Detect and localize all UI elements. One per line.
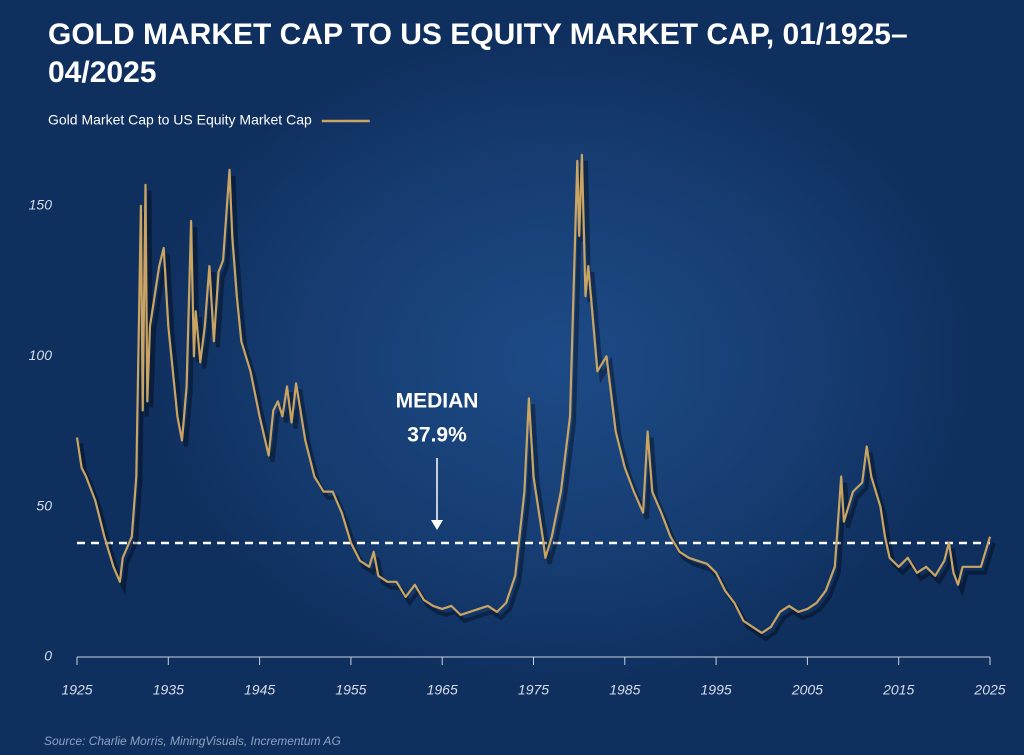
x-tick-label: 1925 bbox=[61, 682, 92, 698]
x-tick-label: 1935 bbox=[153, 682, 184, 698]
x-tick-label: 1955 bbox=[335, 682, 366, 698]
y-tick-label: 150 bbox=[29, 197, 53, 213]
y-tick-label: 50 bbox=[36, 497, 52, 513]
x-tick-label: 1945 bbox=[244, 682, 275, 698]
x-tick-label: 1995 bbox=[701, 682, 732, 698]
x-tick-label: 1975 bbox=[518, 682, 549, 698]
line-shadow bbox=[79, 160, 996, 642]
source: Source: Charlie Morris, MiningVisuals, I… bbox=[44, 734, 341, 748]
x-tick-label: 2015 bbox=[882, 682, 914, 698]
x-tick-label: 1965 bbox=[427, 682, 458, 698]
legend-label: Gold Market Cap to US Equity Market Cap bbox=[48, 112, 312, 128]
x-tick-label: 2025 bbox=[973, 682, 1005, 698]
data-line bbox=[75, 153, 992, 634]
y-tick-label: 100 bbox=[29, 347, 53, 363]
x-tick-label: 1985 bbox=[609, 682, 640, 698]
median-label: 37.9% bbox=[407, 424, 467, 447]
y-tick-label: 0 bbox=[44, 648, 52, 664]
chart-title: GOLD MARKET CAP TO US EQUITY MARKET CAP,… bbox=[48, 18, 908, 89]
arrow-head bbox=[431, 520, 443, 530]
x-tick-label: 2005 bbox=[791, 682, 823, 698]
median-title: MEDIAN bbox=[396, 390, 479, 413]
